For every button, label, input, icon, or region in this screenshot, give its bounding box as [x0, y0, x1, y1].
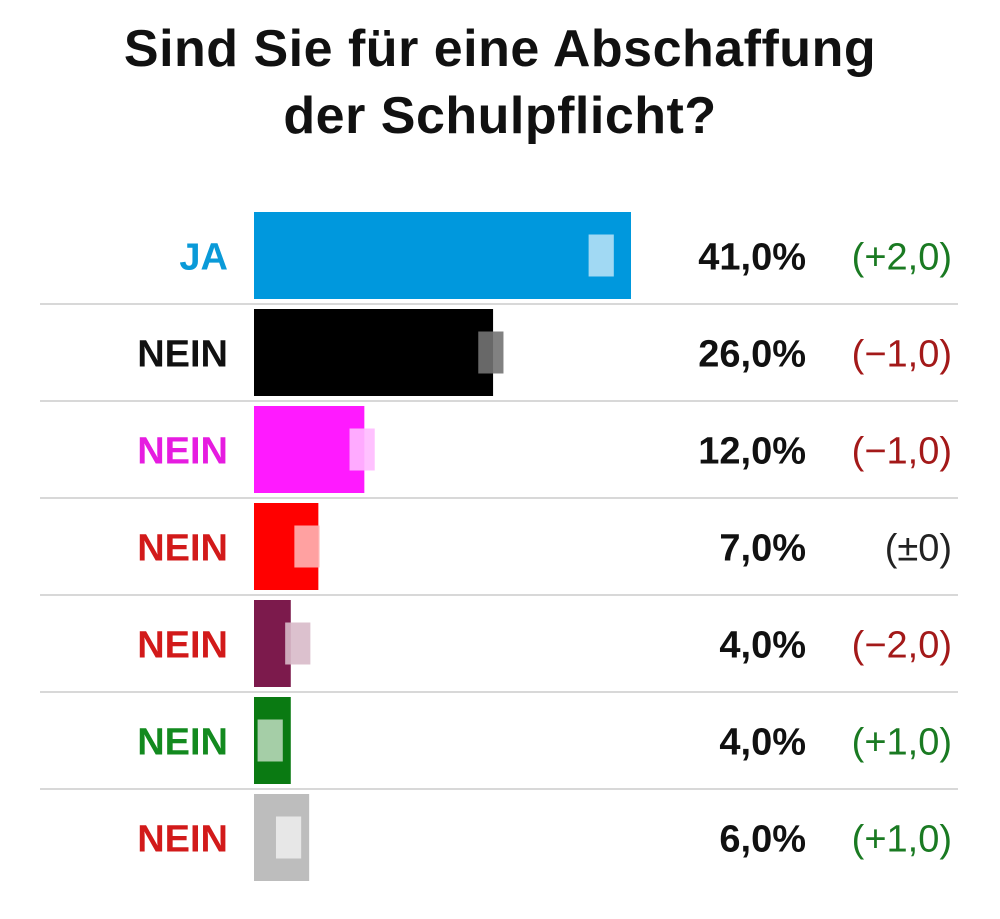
- chart-title-line-1: Sind Sie für eine Abschaffung: [123, 20, 877, 78]
- bar-change-5: (−2,0): [852, 625, 952, 667]
- bar-1: [254, 212, 631, 299]
- chart-title-line-2: der Schulpflicht?: [283, 87, 717, 145]
- bar-change-2: (−1,0): [852, 334, 952, 376]
- bar-previous-marker-3: [349, 428, 375, 471]
- chart-card: [6, 4, 990, 910]
- bar-previous-marker-6: [257, 719, 283, 762]
- bar-change-4: (±0): [885, 528, 952, 570]
- bar-label-5: NEIN: [137, 625, 228, 667]
- bar-change-7: (+1,0): [852, 819, 952, 861]
- bar-change-3: (−1,0): [852, 431, 952, 473]
- bar-label-1: JA: [179, 237, 228, 279]
- bar-label-7: NEIN: [137, 819, 228, 861]
- bar-value-4: 7,0%: [719, 528, 806, 570]
- bar-previous-marker-2: [478, 331, 504, 374]
- bar-previous-marker-4: [294, 525, 320, 568]
- chart-title: Sind Sie für eine Abschaffung der Schulp…: [0, 16, 1000, 150]
- bar-value-7: 6,0%: [719, 819, 806, 861]
- bar-change-6: (+1,0): [852, 722, 952, 764]
- bar-label-2: NEIN: [137, 334, 228, 376]
- bar-label-6: NEIN: [137, 722, 228, 764]
- bar-label-3: NEIN: [137, 431, 228, 473]
- bar-value-1: 41,0%: [698, 237, 806, 279]
- bar-value-5: 4,0%: [719, 625, 806, 667]
- bar-3: [254, 406, 365, 493]
- bar-label-4: NEIN: [137, 528, 228, 570]
- bar-2: [254, 309, 494, 396]
- bar-value-3: 12,0%: [698, 431, 806, 473]
- bar-value-2: 26,0%: [698, 334, 806, 376]
- bar-previous-marker-1: [588, 234, 614, 277]
- bar-value-6: 4,0%: [719, 722, 806, 764]
- bar-change-1: (+2,0): [852, 237, 952, 279]
- bar-previous-marker-5: [285, 622, 311, 665]
- bar-previous-marker-7: [275, 816, 302, 859]
- bar-5: [254, 600, 291, 687]
